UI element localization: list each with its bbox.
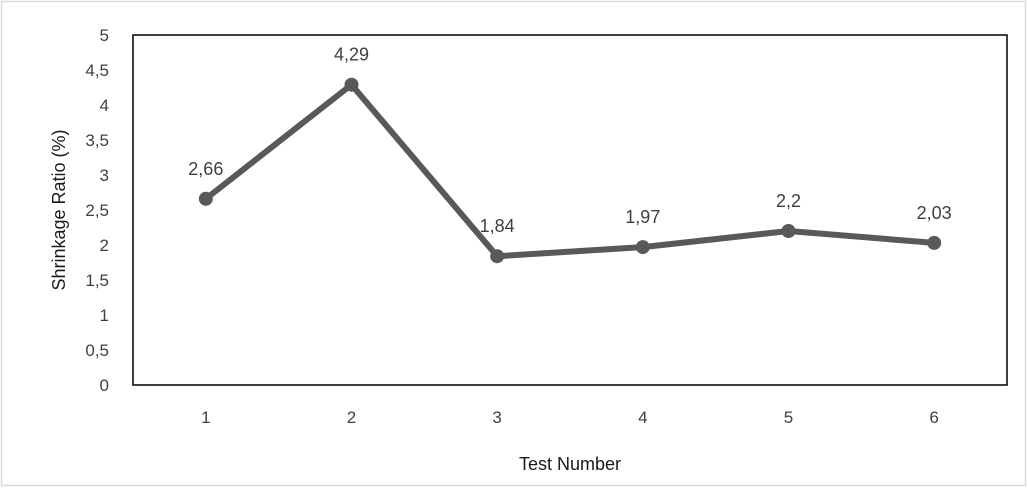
y-tick-label: 2,5 xyxy=(85,201,109,220)
data-labels: 2,66 4,29 1,84 1,97 2,2 2,03 xyxy=(188,45,952,236)
y-tick-label: 0 xyxy=(100,376,109,395)
data-label: 2,2 xyxy=(776,191,801,211)
x-tick-label: 2 xyxy=(347,408,356,427)
y-tick-label: 1 xyxy=(100,306,109,325)
data-label: 1,97 xyxy=(625,207,660,227)
y-axis-ticks: 0 0,5 1 1,5 2 2,5 3 3,5 4 4,5 5 xyxy=(85,26,109,395)
data-point xyxy=(198,191,213,206)
data-markers xyxy=(198,77,942,264)
x-tick-label: 4 xyxy=(638,408,647,427)
data-point xyxy=(635,240,650,255)
data-label: 4,29 xyxy=(334,45,369,65)
plot-area xyxy=(132,34,1008,386)
data-label: 1,84 xyxy=(480,216,515,236)
data-point xyxy=(781,224,796,238)
x-tick-label: 5 xyxy=(784,408,793,427)
data-point xyxy=(490,249,505,264)
x-axis-title: Test Number xyxy=(519,454,621,474)
data-label: 2,03 xyxy=(917,203,952,223)
x-tick-label: 3 xyxy=(492,408,501,427)
y-tick-label: 4 xyxy=(100,96,109,115)
data-point xyxy=(344,77,359,92)
x-tick-label: 1 xyxy=(201,408,210,427)
y-tick-label: 1,5 xyxy=(85,271,109,290)
y-tick-label: 3,5 xyxy=(85,131,109,150)
series-line xyxy=(202,81,938,260)
data-point xyxy=(927,235,942,250)
y-tick-label: 0,5 xyxy=(85,341,109,360)
y-tick-label: 5 xyxy=(100,26,109,45)
y-axis-title: Shrinkage Ratio (%) xyxy=(49,129,69,290)
y-tick-label: 2 xyxy=(100,236,109,255)
data-label: 2,66 xyxy=(188,159,223,179)
y-tick-label: 3 xyxy=(100,166,109,185)
y-tick-label: 4,5 xyxy=(85,61,109,80)
x-axis-ticks: 1 2 3 4 5 6 xyxy=(201,408,939,427)
x-tick-label: 6 xyxy=(929,408,938,427)
